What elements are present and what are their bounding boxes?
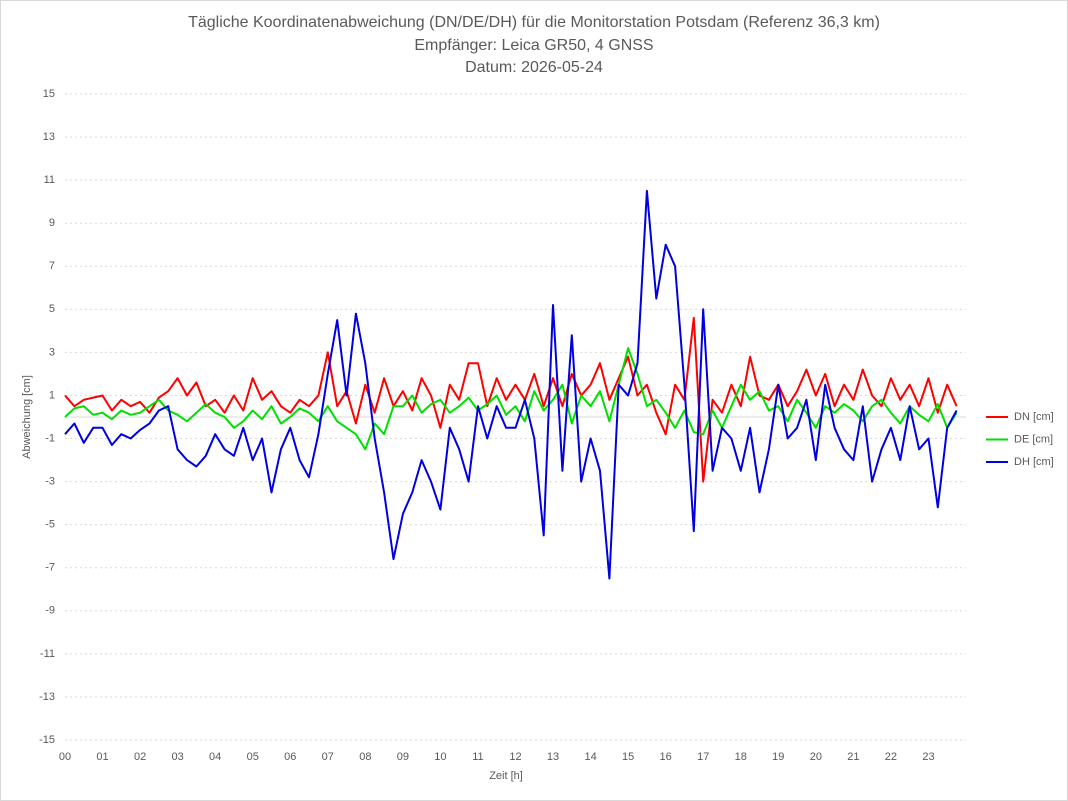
y-tick-label: 3 xyxy=(49,346,55,358)
x-tick-label: 04 xyxy=(209,751,221,763)
y-tick-label: -9 xyxy=(45,605,55,617)
x-tick-label: 14 xyxy=(584,751,596,763)
x-tick-label: 05 xyxy=(247,751,259,763)
legend-label: DH [cm] xyxy=(1014,456,1054,468)
y-tick-label: 13 xyxy=(43,131,55,143)
x-tick-label: 21 xyxy=(847,751,859,763)
y-tick-label: -5 xyxy=(45,519,55,531)
y-tick-label: -1 xyxy=(45,432,55,444)
y-tick-label: 1 xyxy=(49,389,55,401)
y-tick-label: -7 xyxy=(45,562,55,574)
y-tick-label: 15 xyxy=(43,88,55,100)
x-tick-label: 10 xyxy=(434,751,446,763)
series-line xyxy=(64,189,958,580)
y-axis-label: Abweichung [cm] xyxy=(21,375,33,459)
x-tick-label: 15 xyxy=(622,751,634,763)
x-tick-label: 02 xyxy=(134,751,146,763)
x-axis-label: Zeit [h] xyxy=(489,770,523,782)
x-tick-label: 20 xyxy=(810,751,822,763)
x-tick-label: 06 xyxy=(284,751,296,763)
x-tick-label: 03 xyxy=(172,751,184,763)
x-tick-label: 23 xyxy=(922,751,934,763)
chart-subtitle: Empfänger: Leica GR50, 4 GNSS xyxy=(414,37,653,54)
y-tick-label: 5 xyxy=(49,303,55,315)
x-tick-label: 01 xyxy=(96,751,108,763)
x-tick-label: 07 xyxy=(322,751,334,763)
x-tick-label: 17 xyxy=(697,751,709,763)
legend-label: DN [cm] xyxy=(1014,411,1054,423)
x-tick-label: 22 xyxy=(885,751,897,763)
x-tick-label: 09 xyxy=(397,751,409,763)
y-tick-label: 7 xyxy=(49,260,55,272)
y-tick-label: 9 xyxy=(49,217,55,229)
y-tick-label: -15 xyxy=(39,734,55,746)
x-tick-label: 00 xyxy=(59,751,71,763)
chart-date: Datum: 2026-05-24 xyxy=(465,59,603,76)
x-tick-label: 13 xyxy=(547,751,559,763)
x-tick-label: 08 xyxy=(359,751,371,763)
x-tick-label: 18 xyxy=(735,751,747,763)
x-tick-label: 12 xyxy=(509,751,521,763)
y-tick-label: -3 xyxy=(45,476,55,488)
x-tick-label: 19 xyxy=(772,751,784,763)
chart-title: Tägliche Koordinatenabweichung (DN/DE/DH… xyxy=(188,14,880,31)
series-line xyxy=(64,316,958,483)
legend-label: DE [cm] xyxy=(1014,433,1053,445)
x-tick-label: 16 xyxy=(660,751,672,763)
y-tick-label: 11 xyxy=(44,174,55,186)
x-tick-label: 11 xyxy=(472,751,483,763)
y-tick-label: -11 xyxy=(40,648,55,660)
y-tick-label: -13 xyxy=(39,691,55,703)
